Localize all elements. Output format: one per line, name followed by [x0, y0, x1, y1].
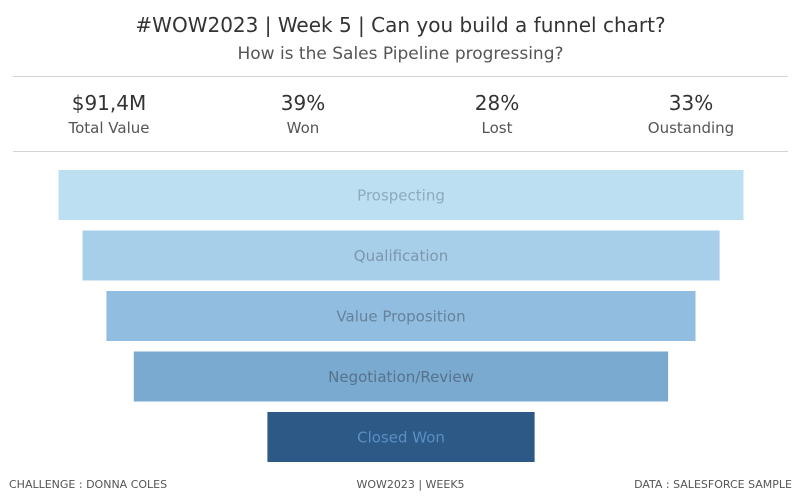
kpi-label: Total Value [68, 119, 150, 137]
funnel-stage-label: Qualification [354, 247, 448, 265]
funnel-bar[interactable] [267, 412, 535, 462]
kpi-value: 39% [280, 91, 326, 115]
kpi-total-value: $91,4M Total Value [19, 91, 199, 139]
funnel-stage-label: Closed Won [357, 429, 445, 447]
kpi-divider [13, 151, 788, 152]
kpi-value: 33% [668, 91, 714, 115]
kpi-lost: 28% Lost [407, 91, 587, 139]
funnel-stage-label: Prospecting [357, 187, 445, 205]
funnel-bar[interactable] [106, 291, 696, 341]
kpi-label: Lost [481, 119, 513, 137]
funnel-stage-label: Value Proposition [336, 308, 465, 326]
top-divider [13, 76, 788, 77]
kpi-outstanding: 33% Oustanding [601, 91, 781, 139]
footer-week: WOW2023 | WEEK5 [356, 478, 465, 491]
kpi-label: Oustanding [647, 119, 735, 137]
kpi-value: $91,4M [71, 91, 147, 115]
chart-subtitle: How is the Sales Pipeline progressing? [237, 44, 564, 64]
funnel-stage-label: Negotiation/Review [328, 368, 474, 386]
chart-title: #WOW2023 | Week 5 | Can you build a funn… [135, 13, 666, 37]
kpi-value: 28% [474, 91, 520, 115]
kpi-label: Won [286, 119, 320, 137]
kpi-won: 39% Won [213, 91, 393, 139]
footer-source: DATA : SALESFORCE SAMPLE [634, 478, 792, 491]
footer-credit: CHALLENGE : DONNA COLES [9, 478, 168, 491]
funnel-bar[interactable] [82, 230, 720, 281]
funnel-chart: Prospecting Qualification Value Propositio… [58, 170, 744, 462]
funnel-bar[interactable] [58, 170, 744, 220]
funnel-bar[interactable] [133, 351, 669, 402]
